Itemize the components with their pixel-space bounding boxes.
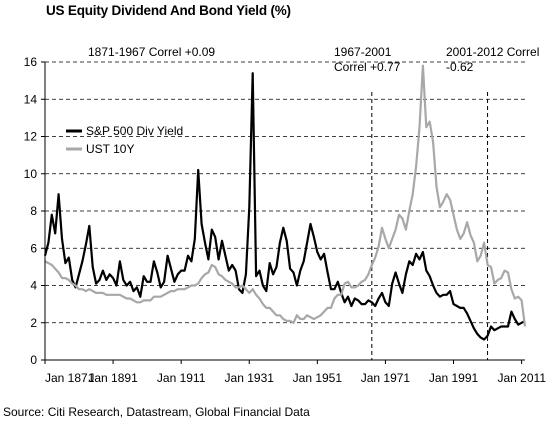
- y-tick-label-16: 16: [24, 55, 38, 69]
- x-tick-label-1891: Jan 1891: [88, 371, 138, 385]
- series-lines: [43, 64, 527, 341]
- legend-label-div: S&P 500 Div Yield: [86, 124, 183, 138]
- y-tick-label-4: 4: [30, 279, 37, 293]
- period-dividers: [371, 92, 489, 360]
- legend: S&P 500 Div Yield UST 10Y: [66, 124, 183, 156]
- legend-label-ust: UST 10Y: [86, 142, 134, 156]
- x-tick-label-1971: Jan 1971: [361, 371, 411, 385]
- series-line-ust: [44, 64, 527, 327]
- x-tick-label-1871: Jan 1871: [45, 371, 95, 385]
- series-line-div: [43, 72, 526, 341]
- annotation-3-line-1: 2001-2012 Correl: [446, 45, 539, 59]
- gridlines: [45, 61, 525, 324]
- annotation-3-line-2: -0.62: [446, 60, 474, 74]
- y-tick-label-6: 6: [30, 241, 37, 255]
- source-note: Source: Citi Research, Datastream, Globa…: [3, 405, 310, 419]
- annotation-2-line-2: Correl +0.77: [334, 60, 401, 74]
- y-tick-label-12: 12: [24, 130, 38, 144]
- x-tick-label-1911: Jan 1911: [157, 371, 206, 385]
- annotation-1-line-1: 1871-1967 Correl +0.09: [88, 45, 215, 59]
- y-axis-ticks: 0 2 4 6 8 10 12 14 16: [24, 55, 45, 367]
- annotation-2-line-1: 1967-2001: [334, 45, 392, 59]
- y-tick-label-0: 0: [30, 353, 37, 367]
- x-tick-label-2011: Jan 2011: [498, 371, 547, 385]
- x-tick-label-1931: Jan 1931: [225, 371, 275, 385]
- chart-title: US Equity Dividend And Bond Yield (%): [46, 3, 291, 18]
- y-tick-label-14: 14: [24, 92, 38, 106]
- x-tick-label-1951: Jan 1951: [293, 371, 343, 385]
- y-tick-label-10: 10: [24, 167, 38, 181]
- x-tick-label-1991: Jan 1991: [429, 371, 479, 385]
- y-tick-label-2: 2: [30, 316, 37, 330]
- y-tick-label-8: 8: [30, 204, 37, 218]
